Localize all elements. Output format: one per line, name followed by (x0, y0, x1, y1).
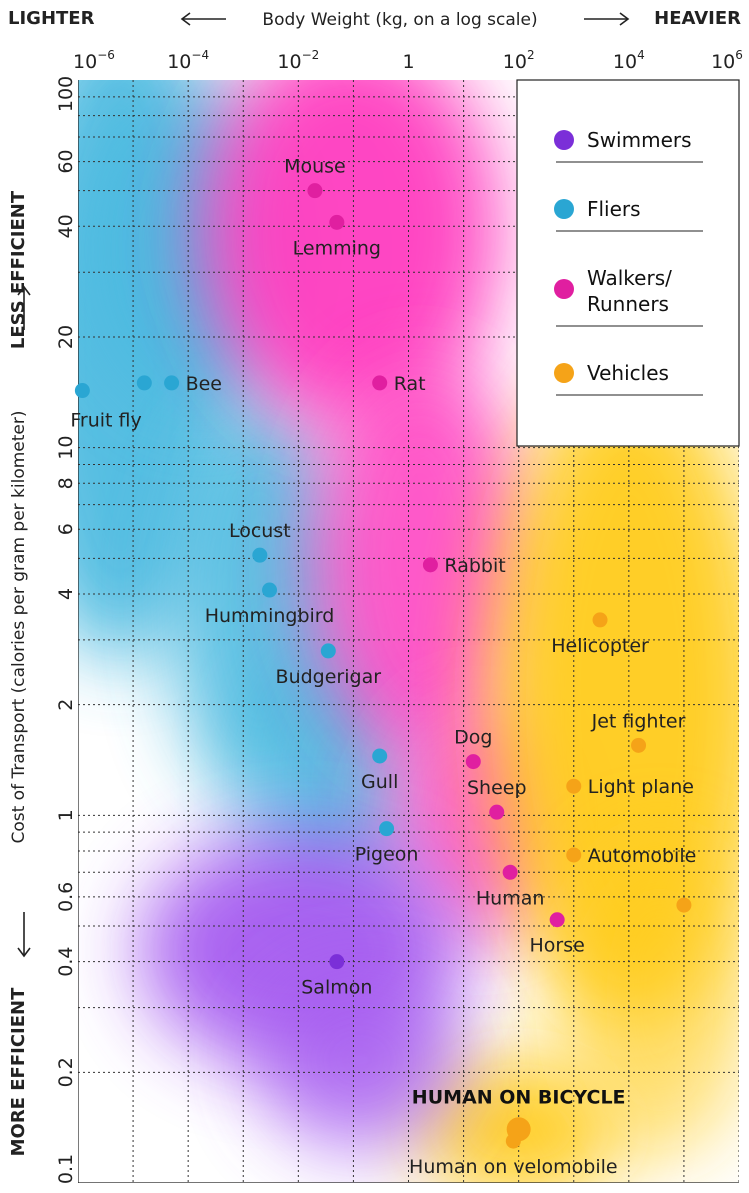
legend-label-vehicles: Vehicles (587, 361, 669, 385)
point-sheep (489, 804, 505, 820)
label-automobile: Automobile (588, 845, 697, 867)
label-horse: Horse (530, 935, 585, 957)
y-tick-label: 0.6 (55, 882, 77, 912)
point-pigeon (379, 821, 395, 837)
point-gull (372, 748, 388, 764)
data-points (74, 183, 692, 1149)
label-pigeon: Pigeon (355, 844, 419, 866)
y-tick-label: 40 (55, 214, 77, 238)
point-jet-fighter (631, 737, 647, 753)
y-axis-top-label: LESS EFFICIENT (8, 190, 29, 349)
point-bee (164, 375, 180, 391)
x-axis-left-label: LIGHTER (8, 8, 95, 29)
point-rabbit (422, 557, 438, 573)
data-labels: Mouse Lemming Rat Fruit fly Bee Locust Humming… (70, 156, 696, 1178)
label-fruit-fly: Fruit fly (70, 410, 141, 432)
label-locust: Locust (229, 520, 291, 542)
legend-swatch-vehicles (554, 363, 574, 383)
label-hummingbird: Hummingbird (205, 605, 335, 627)
label-budgerigar: Budgerigar (276, 666, 382, 688)
label-jet-fighter: Jet fighter (591, 710, 686, 732)
point-fruit-fly (74, 383, 90, 399)
point-salmon (329, 954, 345, 970)
point-fliers (136, 375, 152, 391)
legend-label-fliers: Fliers (587, 197, 641, 221)
point-dog (465, 754, 481, 770)
point-human-on-velomobile (505, 1133, 521, 1149)
label-sheep: Sheep (467, 777, 527, 799)
label-bee: Bee (186, 373, 222, 395)
cloud-swimmers-11 (260, 970, 460, 1150)
x-axis-ticks: 10−6 10−4 10−2 1 102 104 106 (73, 48, 743, 73)
legend-label-walkers: Walkers/Runners (587, 266, 672, 316)
point-light-plane (566, 778, 582, 794)
point-mouse (307, 183, 323, 199)
y-axis-top-arrow (17, 285, 31, 330)
legend-swatch-swimmers (554, 130, 574, 150)
point-automobile (566, 847, 582, 863)
x-tick-label: 102 (503, 48, 535, 73)
label-salmon: Salmon (301, 977, 372, 999)
legend: Swimmers Fliers Walkers/Runners Vehicles (516, 79, 740, 447)
y-tick-label: 0.4 (55, 947, 77, 977)
y-tick-label: 100 (55, 76, 77, 112)
cloud-walkers-4 (200, 80, 500, 430)
label-mouse: Mouse (284, 156, 346, 178)
label-rat: Rat (394, 373, 426, 395)
x-axis-right-arrow (584, 12, 630, 26)
x-axis-title: Body Weight (kg, on a log scale) (262, 10, 537, 30)
x-axis-right-label: HEAVIER (654, 8, 741, 29)
legend-swatch-fliers (554, 199, 574, 219)
point-human (502, 864, 518, 880)
point-horse (549, 912, 565, 928)
x-tick-label: 10−4 (167, 48, 209, 73)
label-human-on-bicycle: HUMAN ON BICYCLE (412, 1086, 626, 1108)
y-tick-label: 1 (55, 809, 77, 821)
label-human: Human (476, 887, 545, 909)
y-tick-label: 8 (55, 477, 77, 489)
x-axis-left-arrow (180, 12, 226, 26)
legend-label-swimmers: Swimmers (587, 128, 692, 152)
label-gull: Gull (361, 771, 398, 793)
y-axis-titles: LESS EFFICIENT Cost of Transport (calori… (8, 190, 31, 1156)
point-rat (372, 375, 388, 391)
point-helicopter (592, 612, 608, 628)
label-human-on-velomobile: Human on velomobile (409, 1156, 618, 1178)
point-hummingbird (262, 582, 278, 598)
label-dog: Dog (454, 727, 492, 749)
y-tick-label: 60 (55, 149, 77, 173)
cloud-vehicles-9 (570, 840, 739, 1160)
x-tick-label: 10−2 (277, 48, 319, 73)
point-locust (252, 547, 268, 563)
y-axis-title: Cost of Transport (calories per gram per… (9, 410, 29, 843)
y-tick-label: 2 (55, 699, 77, 711)
point-budgerigar (320, 643, 336, 659)
label-helicopter: Helicopter (551, 635, 649, 657)
cloud-walkers-5 (310, 360, 530, 760)
y-tick-label: 10 (55, 436, 77, 460)
y-tick-label: 4 (55, 588, 77, 600)
y-tick-label: 6 (55, 523, 77, 535)
point-vehicles (676, 897, 692, 913)
label-light-plane: Light plane (588, 776, 694, 798)
x-tick-label: 106 (711, 48, 743, 73)
x-tick-label: 10−6 (73, 48, 115, 73)
label-rabbit: Rabbit (444, 555, 505, 577)
legend-swatch-walkers (554, 279, 574, 299)
label-lemming: Lemming (293, 237, 381, 259)
y-tick-label: 0.1 (55, 1154, 77, 1184)
y-tick-label: 0.2 (55, 1057, 77, 1087)
y-axis-bottom-label: MORE EFFICIENT (8, 987, 29, 1156)
legend-box (516, 79, 740, 447)
y-tick-label: 20 (55, 325, 77, 349)
x-tick-label: 1 (402, 51, 414, 73)
y-axis-bottom-arrow (17, 912, 31, 958)
point-lemming (329, 214, 345, 230)
x-tick-label: 104 (613, 48, 645, 73)
y-axis-ticks: 100 60 40 20 10 8 6 4 2 1 0.6 0.4 0.2 0.1 (55, 76, 77, 1184)
